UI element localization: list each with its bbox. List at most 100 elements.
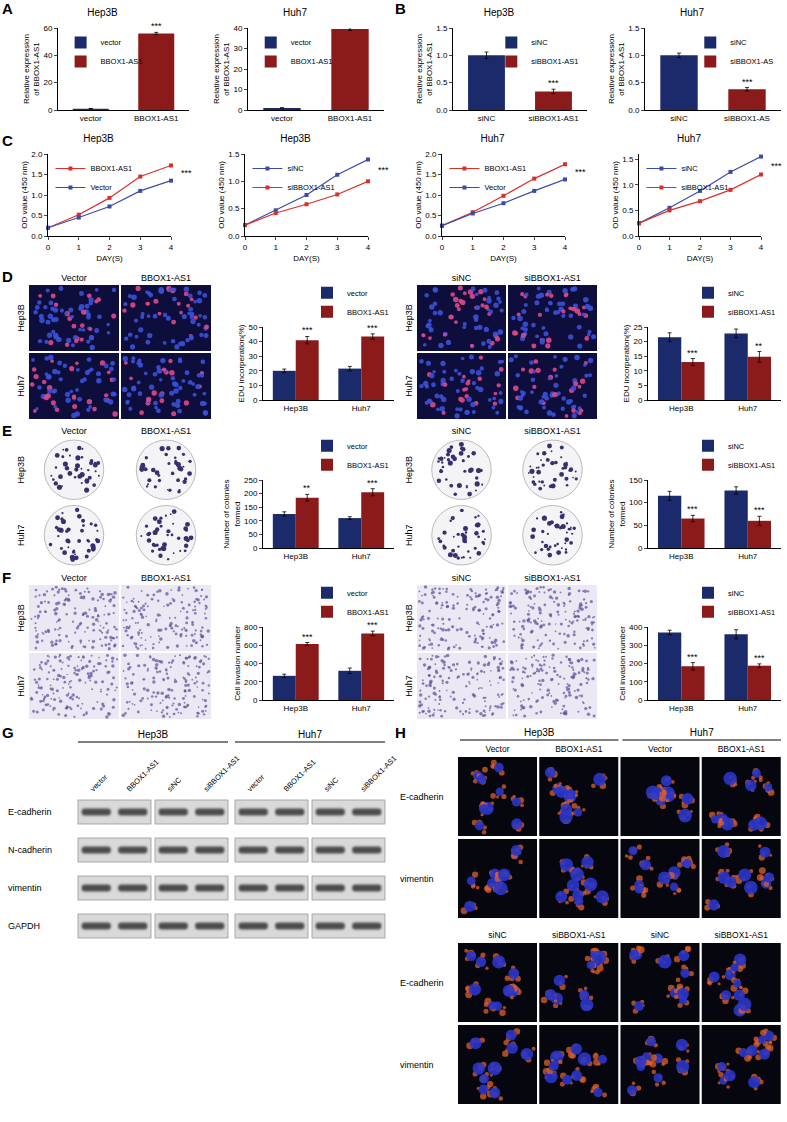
svg-text:BBOX1-AS1: BBOX1-AS1: [484, 164, 526, 173]
svg-text:1.5: 1.5: [622, 155, 634, 164]
svg-text:10: 10: [248, 381, 257, 390]
svg-text:0.0: 0.0: [425, 232, 437, 241]
svg-text:Cell invasion number: Cell invasion number: [233, 626, 242, 701]
svg-text:0: 0: [638, 396, 643, 405]
svg-text:BBOX1-AS1: BBOX1-AS1: [718, 744, 766, 754]
svg-text:vector: vector: [88, 772, 109, 793]
svg-text:1.5: 1.5: [31, 170, 43, 179]
svg-text:Hep3B: Hep3B: [83, 134, 114, 144]
svg-text:BBOX1-AS1: BBOX1-AS1: [555, 744, 603, 754]
svg-text:0: 0: [48, 106, 53, 115]
svg-text:150: 150: [244, 503, 258, 512]
svg-text:BBOX1-AS1: BBOX1-AS1: [90, 164, 132, 173]
svg-text:siBBOX1-AS1: siBBOX1-AS1: [531, 57, 578, 66]
svg-text:**: **: [755, 341, 763, 351]
svg-text:30: 30: [248, 352, 257, 361]
svg-text:Vector: Vector: [485, 744, 509, 754]
svg-text:10: 10: [233, 85, 242, 94]
svg-text:Hep3B: Hep3B: [669, 404, 693, 413]
svg-text:BBOX1-AS1: BBOX1-AS1: [134, 114, 179, 123]
svg-text:25: 25: [633, 323, 642, 332]
svg-text:Huh7: Huh7: [738, 404, 758, 413]
svg-text:Huh7: Huh7: [404, 375, 414, 397]
svg-text:2: 2: [501, 243, 506, 252]
svg-text:30: 30: [233, 44, 242, 53]
svg-text:1: 1: [667, 243, 672, 252]
svg-text:0: 0: [46, 243, 51, 252]
svg-text:0.0: 0.0: [436, 106, 448, 115]
svg-text:Hep3B: Hep3B: [524, 727, 555, 738]
svg-text:50: 50: [633, 521, 642, 530]
svg-text:600: 600: [244, 641, 258, 650]
svg-text:siNC: siNC: [728, 289, 745, 298]
svg-text:***: ***: [367, 478, 378, 488]
svg-text:siNC: siNC: [287, 164, 304, 173]
svg-text:Hep3B: Hep3B: [669, 704, 693, 713]
svg-text:BBOX1-AS1: BBOX1-AS1: [141, 573, 191, 583]
svg-text:BBOX1-AS1: BBOX1-AS1: [347, 308, 389, 317]
svg-text:Hep3B: Hep3B: [138, 729, 169, 740]
svg-text:Huh7: Huh7: [298, 729, 322, 740]
svg-text:OD value (450 nm): OD value (450 nm): [414, 161, 423, 229]
svg-text:4: 4: [366, 243, 371, 252]
svg-text:vimentin: vimentin: [400, 1060, 434, 1070]
svg-text:siBBOX1-AS1: siBBOX1-AS1: [202, 754, 242, 794]
svg-text:100: 100: [244, 517, 258, 526]
svg-text:200: 200: [629, 659, 643, 668]
svg-text:0.5: 0.5: [31, 211, 43, 220]
svg-text:200: 200: [244, 678, 258, 687]
svg-text:***: ***: [687, 348, 698, 358]
svg-text:3: 3: [728, 243, 733, 252]
svg-text:800: 800: [244, 623, 258, 632]
svg-text:3: 3: [335, 243, 340, 252]
svg-text:5: 5: [638, 381, 643, 390]
svg-text:siBBOX1-AS1: siBBOX1-AS1: [728, 308, 775, 317]
svg-text:Relative expressionof BBOX1-AS: Relative expressionof BBOX1-AS1: [607, 34, 626, 104]
svg-text:1.5: 1.5: [628, 24, 640, 33]
svg-text:BBOX1-AS1: BBOX1-AS1: [282, 758, 318, 794]
svg-text:EDU incorperation(%): EDU incorperation(%): [237, 324, 246, 402]
svg-text:siBBOX1-AS1: siBBOX1-AS1: [552, 930, 606, 940]
svg-text:siBBOX1-AS1: siBBOX1-AS1: [681, 183, 728, 192]
svg-text:siNC: siNC: [478, 114, 496, 123]
svg-text:Huh7: Huh7: [16, 675, 26, 697]
svg-text:siNC: siNC: [670, 114, 688, 123]
svg-text:1.5: 1.5: [436, 24, 448, 33]
svg-text:BBOX1-AS1: BBOX1-AS1: [328, 114, 373, 123]
svg-text:OD value (450 nm): OD value (450 nm): [217, 161, 226, 229]
svg-text:10: 10: [633, 367, 642, 376]
svg-text:***: ***: [367, 323, 378, 333]
svg-text:OD value (450 nm): OD value (450 nm): [20, 161, 29, 229]
svg-text:N-cadherin: N-cadherin: [8, 845, 52, 855]
svg-text:BBOX1-AS1: BBOX1-AS1: [141, 273, 191, 283]
svg-text:1.0: 1.0: [31, 191, 43, 200]
svg-text:3: 3: [532, 243, 537, 252]
svg-text:Huh7: Huh7: [680, 8, 704, 18]
svg-text:EDU incorperation(%): EDU incorperation(%): [622, 324, 631, 402]
svg-text:siNC: siNC: [728, 442, 745, 451]
svg-text:2: 2: [107, 243, 112, 252]
svg-text:0.0: 0.0: [228, 232, 240, 241]
svg-text:BBOX1-AS1: BBOX1-AS1: [347, 461, 389, 470]
svg-text:Hep3B: Hep3B: [16, 304, 26, 332]
svg-text:Vector: Vector: [61, 273, 87, 283]
svg-text:Huh7: Huh7: [16, 524, 26, 546]
svg-text:0.5: 0.5: [425, 211, 437, 220]
svg-text:siBBOX1-AS1: siBBOX1-AS1: [524, 273, 581, 283]
svg-text:1.0: 1.0: [622, 181, 634, 190]
svg-text:300: 300: [629, 641, 643, 650]
svg-text:Vector: Vector: [90, 183, 112, 192]
svg-text:Hep3B: Hep3B: [404, 604, 414, 632]
svg-text:Relative expressionof BBOX1-AS: Relative expressionof BBOX1-AS1: [22, 34, 41, 104]
svg-text:vector: vector: [347, 442, 368, 451]
svg-text:vector: vector: [80, 114, 102, 123]
svg-text:siNC: siNC: [452, 573, 472, 583]
svg-text:Huh7: Huh7: [352, 404, 372, 413]
svg-text:400: 400: [629, 623, 643, 632]
svg-text:1.0: 1.0: [436, 51, 448, 60]
svg-text:1.0: 1.0: [425, 191, 437, 200]
svg-text:2: 2: [304, 243, 309, 252]
svg-text:**: **: [303, 483, 311, 493]
svg-text:siNC: siNC: [322, 775, 340, 793]
svg-text:siBBOX1-AS1: siBBOX1-AS1: [715, 930, 769, 940]
